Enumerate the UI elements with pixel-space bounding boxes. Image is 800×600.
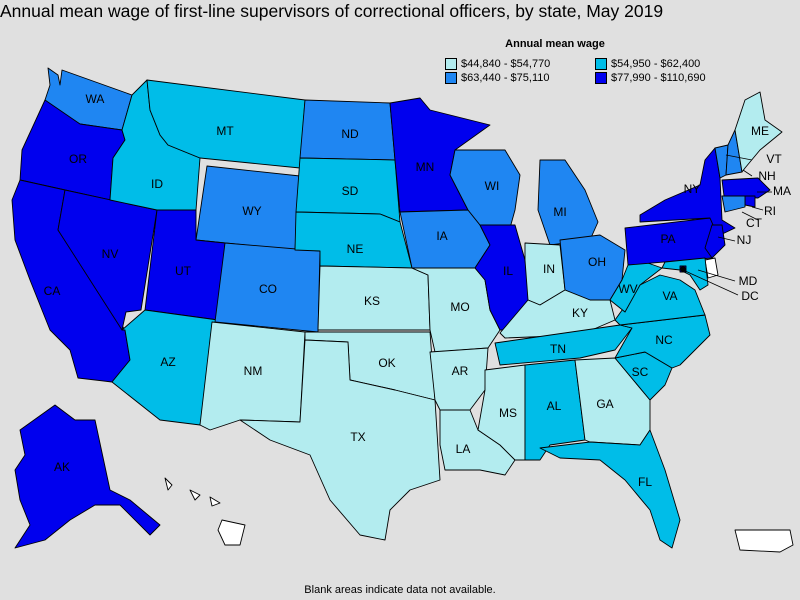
state-fl bbox=[539, 429, 681, 549]
state-label-fl: FL bbox=[638, 475, 652, 489]
state-label-ut: UT bbox=[175, 264, 192, 278]
legend-title: Annual mean wage bbox=[505, 38, 605, 50]
state-label-nd: ND bbox=[341, 127, 359, 141]
state-label-wa: WA bbox=[86, 92, 105, 106]
state-label-pa: PA bbox=[660, 232, 675, 246]
state-label-nj: NJ bbox=[737, 233, 752, 247]
state-label-sc: SC bbox=[632, 365, 649, 379]
legend-item-tier1: $44,840 - $54,770 bbox=[445, 58, 595, 70]
leader-nh bbox=[742, 169, 753, 177]
state-label-mn: MN bbox=[416, 160, 435, 174]
state-label-ia: IA bbox=[436, 229, 447, 243]
state-label-mo: MO bbox=[450, 300, 469, 314]
dc-marker bbox=[680, 266, 686, 272]
state-ct bbox=[721, 195, 746, 213]
state-label-ri: RI bbox=[764, 204, 776, 218]
state-label-al: AL bbox=[547, 399, 562, 413]
state-label-ak: AK bbox=[54, 460, 70, 474]
legend-swatch-tier3 bbox=[445, 72, 457, 84]
state-label-oh: OH bbox=[588, 255, 606, 269]
legend-swatch-tier4 bbox=[595, 72, 607, 84]
state-tx bbox=[239, 339, 441, 541]
state-label-ky: KY bbox=[572, 306, 588, 320]
map-title: Annual mean wage of first-line superviso… bbox=[0, 1, 664, 21]
legend-grid: $44,840 - $54,770 $54,950 - $62,400 $63,… bbox=[445, 58, 706, 84]
state-label-wy: WY bbox=[242, 204, 261, 218]
state-label-ms: MS bbox=[499, 406, 517, 420]
state-label-ca: CA bbox=[44, 284, 61, 298]
state-wv bbox=[609, 259, 663, 313]
state-label-ga: GA bbox=[596, 397, 613, 411]
state-label-nh: NH bbox=[758, 169, 775, 183]
leader-lines bbox=[682, 154, 772, 296]
state-label-co: CO bbox=[259, 282, 277, 296]
legend-label-tier3: $63,440 - $75,110 bbox=[461, 72, 550, 84]
state-ak bbox=[14, 404, 161, 549]
leader-nj bbox=[717, 236, 736, 242]
state-label-ks: KS bbox=[364, 294, 380, 308]
state-ri bbox=[744, 195, 756, 208]
state-label-or: OR bbox=[69, 152, 87, 166]
state-label-ct: CT bbox=[746, 216, 763, 230]
state-label-wv: WV bbox=[618, 282, 637, 296]
state-label-nv: NV bbox=[102, 247, 119, 261]
legend-item-tier2: $54,950 - $62,400 bbox=[595, 58, 725, 70]
state-label-md: MD bbox=[739, 274, 758, 288]
state-label-tx: TX bbox=[350, 430, 365, 444]
state-label-wi: WI bbox=[485, 179, 500, 193]
state-label-dc: DC bbox=[741, 289, 759, 303]
footnote: Blank areas indicate data not available. bbox=[304, 584, 496, 596]
state-pr bbox=[734, 529, 794, 553]
state-nj bbox=[704, 224, 726, 259]
legend-item-tier4: $77,990 - $110,690 bbox=[595, 72, 725, 84]
state-label-mt: MT bbox=[216, 124, 234, 138]
legend-label-tier2: $54,950 - $62,400 bbox=[611, 58, 701, 70]
leader-vt bbox=[725, 154, 753, 161]
state-label-az: AZ bbox=[160, 355, 175, 369]
state-label-ar: AR bbox=[452, 364, 469, 378]
state-label-va: VA bbox=[662, 289, 677, 303]
state-la bbox=[439, 409, 516, 476]
leader-md bbox=[697, 269, 736, 282]
state-label-in: IN bbox=[543, 262, 555, 276]
states-layer bbox=[11, 67, 794, 553]
state-label-id: ID bbox=[151, 177, 163, 191]
state-label-nm: NM bbox=[244, 364, 263, 378]
state-label-ma: MA bbox=[773, 184, 791, 198]
legend: Annual mean wage $44,840 - $54,770 $54,9… bbox=[445, 38, 706, 84]
state-label-vt: VT bbox=[766, 152, 782, 166]
state-me bbox=[734, 91, 783, 173]
labels-layer: WA OR CA NV ID MT WY UT AZ CO NM ND SD NE KS OK TX MN IA MO… bbox=[44, 92, 791, 489]
state-label-mi: MI bbox=[553, 205, 566, 219]
legend-label-tier1: $44,840 - $54,770 bbox=[461, 58, 551, 70]
state-label-nc: NC bbox=[655, 333, 673, 347]
state-nc bbox=[614, 314, 711, 369]
state-va bbox=[614, 274, 706, 326]
state-label-tn: TN bbox=[550, 342, 566, 356]
leader-ct bbox=[741, 211, 759, 221]
state-label-il: IL bbox=[503, 264, 513, 278]
state-ny bbox=[639, 147, 736, 237]
legend-swatch-tier2 bbox=[595, 58, 607, 70]
state-label-me: ME bbox=[751, 124, 769, 138]
state-label-ne: NE bbox=[347, 242, 364, 256]
state-il bbox=[474, 224, 531, 331]
state-label-la: LA bbox=[456, 442, 471, 456]
legend-swatch-tier1 bbox=[445, 58, 457, 70]
state-ma bbox=[721, 177, 771, 199]
state-mi bbox=[537, 159, 599, 246]
state-hi bbox=[164, 477, 246, 546]
state-ar bbox=[429, 347, 489, 411]
state-label-sd: SD bbox=[342, 184, 359, 198]
state-label-ny: NY bbox=[684, 182, 701, 196]
leader-dc bbox=[682, 269, 739, 296]
legend-label-tier4: $77,990 - $110,690 bbox=[611, 72, 706, 84]
legend-item-tier3: $63,440 - $75,110 bbox=[445, 72, 595, 84]
state-md bbox=[661, 257, 709, 291]
leader-ri bbox=[751, 206, 764, 211]
state-label-ok: OK bbox=[378, 356, 395, 370]
